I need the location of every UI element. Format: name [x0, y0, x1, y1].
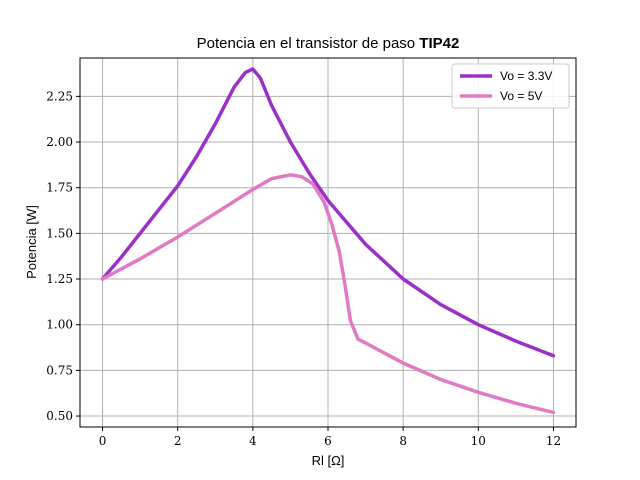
y-tick-label: 0.75	[46, 363, 73, 377]
y-tick-label: 1.50	[46, 226, 73, 240]
x-tick-label: 4	[249, 434, 257, 448]
x-tick-label: 0	[99, 434, 107, 448]
x-tick-label: 2	[174, 434, 182, 448]
y-tick-label: 2.00	[46, 135, 73, 149]
chart-title-main: Potencia en el transistor de paso	[197, 35, 415, 52]
y-tick-label: 0.50	[46, 409, 73, 423]
series-lines	[100, 67, 556, 415]
legend-label-vo-5v: Vo = 5V	[500, 89, 542, 103]
legend-label-vo-3-3v: Vo = 3.3V	[500, 69, 552, 83]
x-tick-label: 6	[324, 434, 332, 448]
chart-title: Potencia en el transistor de paso TIP42	[197, 35, 460, 52]
series-line-vo-3-3v	[100, 67, 556, 358]
y-tick-label: 1.25	[46, 272, 73, 286]
y-tick-label: 2.25	[46, 89, 73, 103]
y-tick-label: 1.00	[46, 318, 73, 332]
x-tick-label: 10	[471, 434, 486, 448]
series-line-vo-5v	[100, 173, 556, 415]
y-axis-label: Potencia [W]	[24, 205, 39, 279]
x-axis-ticks: 0 2 4 6 8 10 12	[99, 427, 561, 448]
x-tick-label: 8	[399, 434, 407, 448]
chart-title-bold: TIP42	[419, 35, 459, 52]
grid	[80, 58, 576, 427]
y-tick-label: 1.75	[46, 181, 73, 195]
x-axis-label: Rl [Ω]	[312, 453, 345, 468]
y-axis-ticks: 0.50 0.75 1.00 1.25 1.50 1.75 2.00 2.25	[46, 89, 80, 423]
legend: Vo = 3.3V Vo = 5V	[451, 63, 570, 109]
x-tick-label: 12	[546, 434, 561, 448]
